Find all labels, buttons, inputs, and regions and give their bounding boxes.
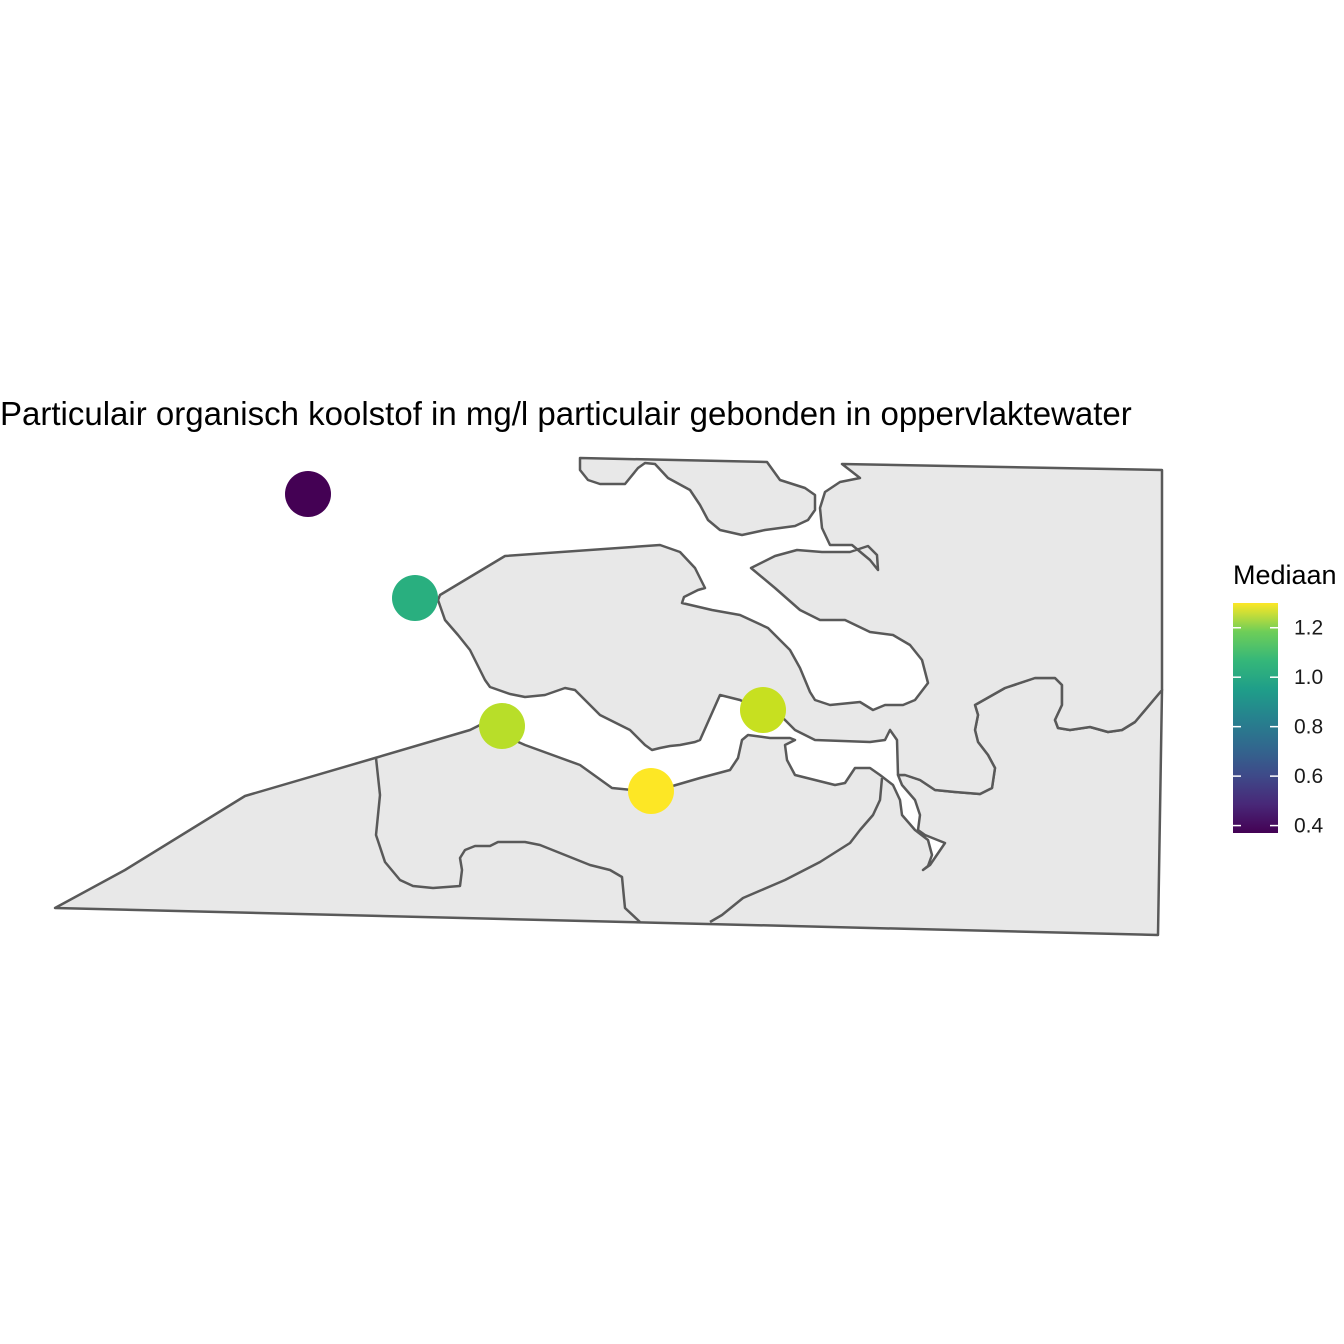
legend-tick-label: 0.8 [1294, 716, 1323, 739]
station-marker-west-coast [392, 575, 438, 621]
legend: Mediaan 0.4 0.6 0.8 1.0 1.2 [1233, 560, 1337, 838]
legend-tick-label: 0.6 [1294, 765, 1323, 788]
map-title: Particulair organisch koolstof in mg/l p… [0, 395, 1132, 432]
east-inlet-coast [709, 777, 884, 924]
legend-tick-label: 1.2 [1294, 617, 1323, 640]
station-marker-westerschelde-mouth [479, 703, 525, 749]
legend-tick-label: 1.0 [1294, 666, 1323, 689]
station-marker-offshore [285, 471, 331, 517]
legend-title: Mediaan [1233, 560, 1337, 590]
station-marker-westerschelde-central [628, 768, 674, 814]
legend-colorbar [1233, 603, 1278, 833]
northern-island [578, 456, 817, 537]
west-inlet-coast [374, 757, 641, 923]
station-markers [285, 471, 786, 814]
legend-tick-label: 0.4 [1294, 815, 1324, 838]
legend-ticks: 0.4 0.6 0.8 1.0 1.2 [1233, 617, 1324, 838]
land-layer [53, 456, 1164, 937]
inner-coastlines [374, 757, 884, 924]
central-island [436, 462, 1164, 796]
station-marker-westerschelde-east [740, 687, 786, 733]
